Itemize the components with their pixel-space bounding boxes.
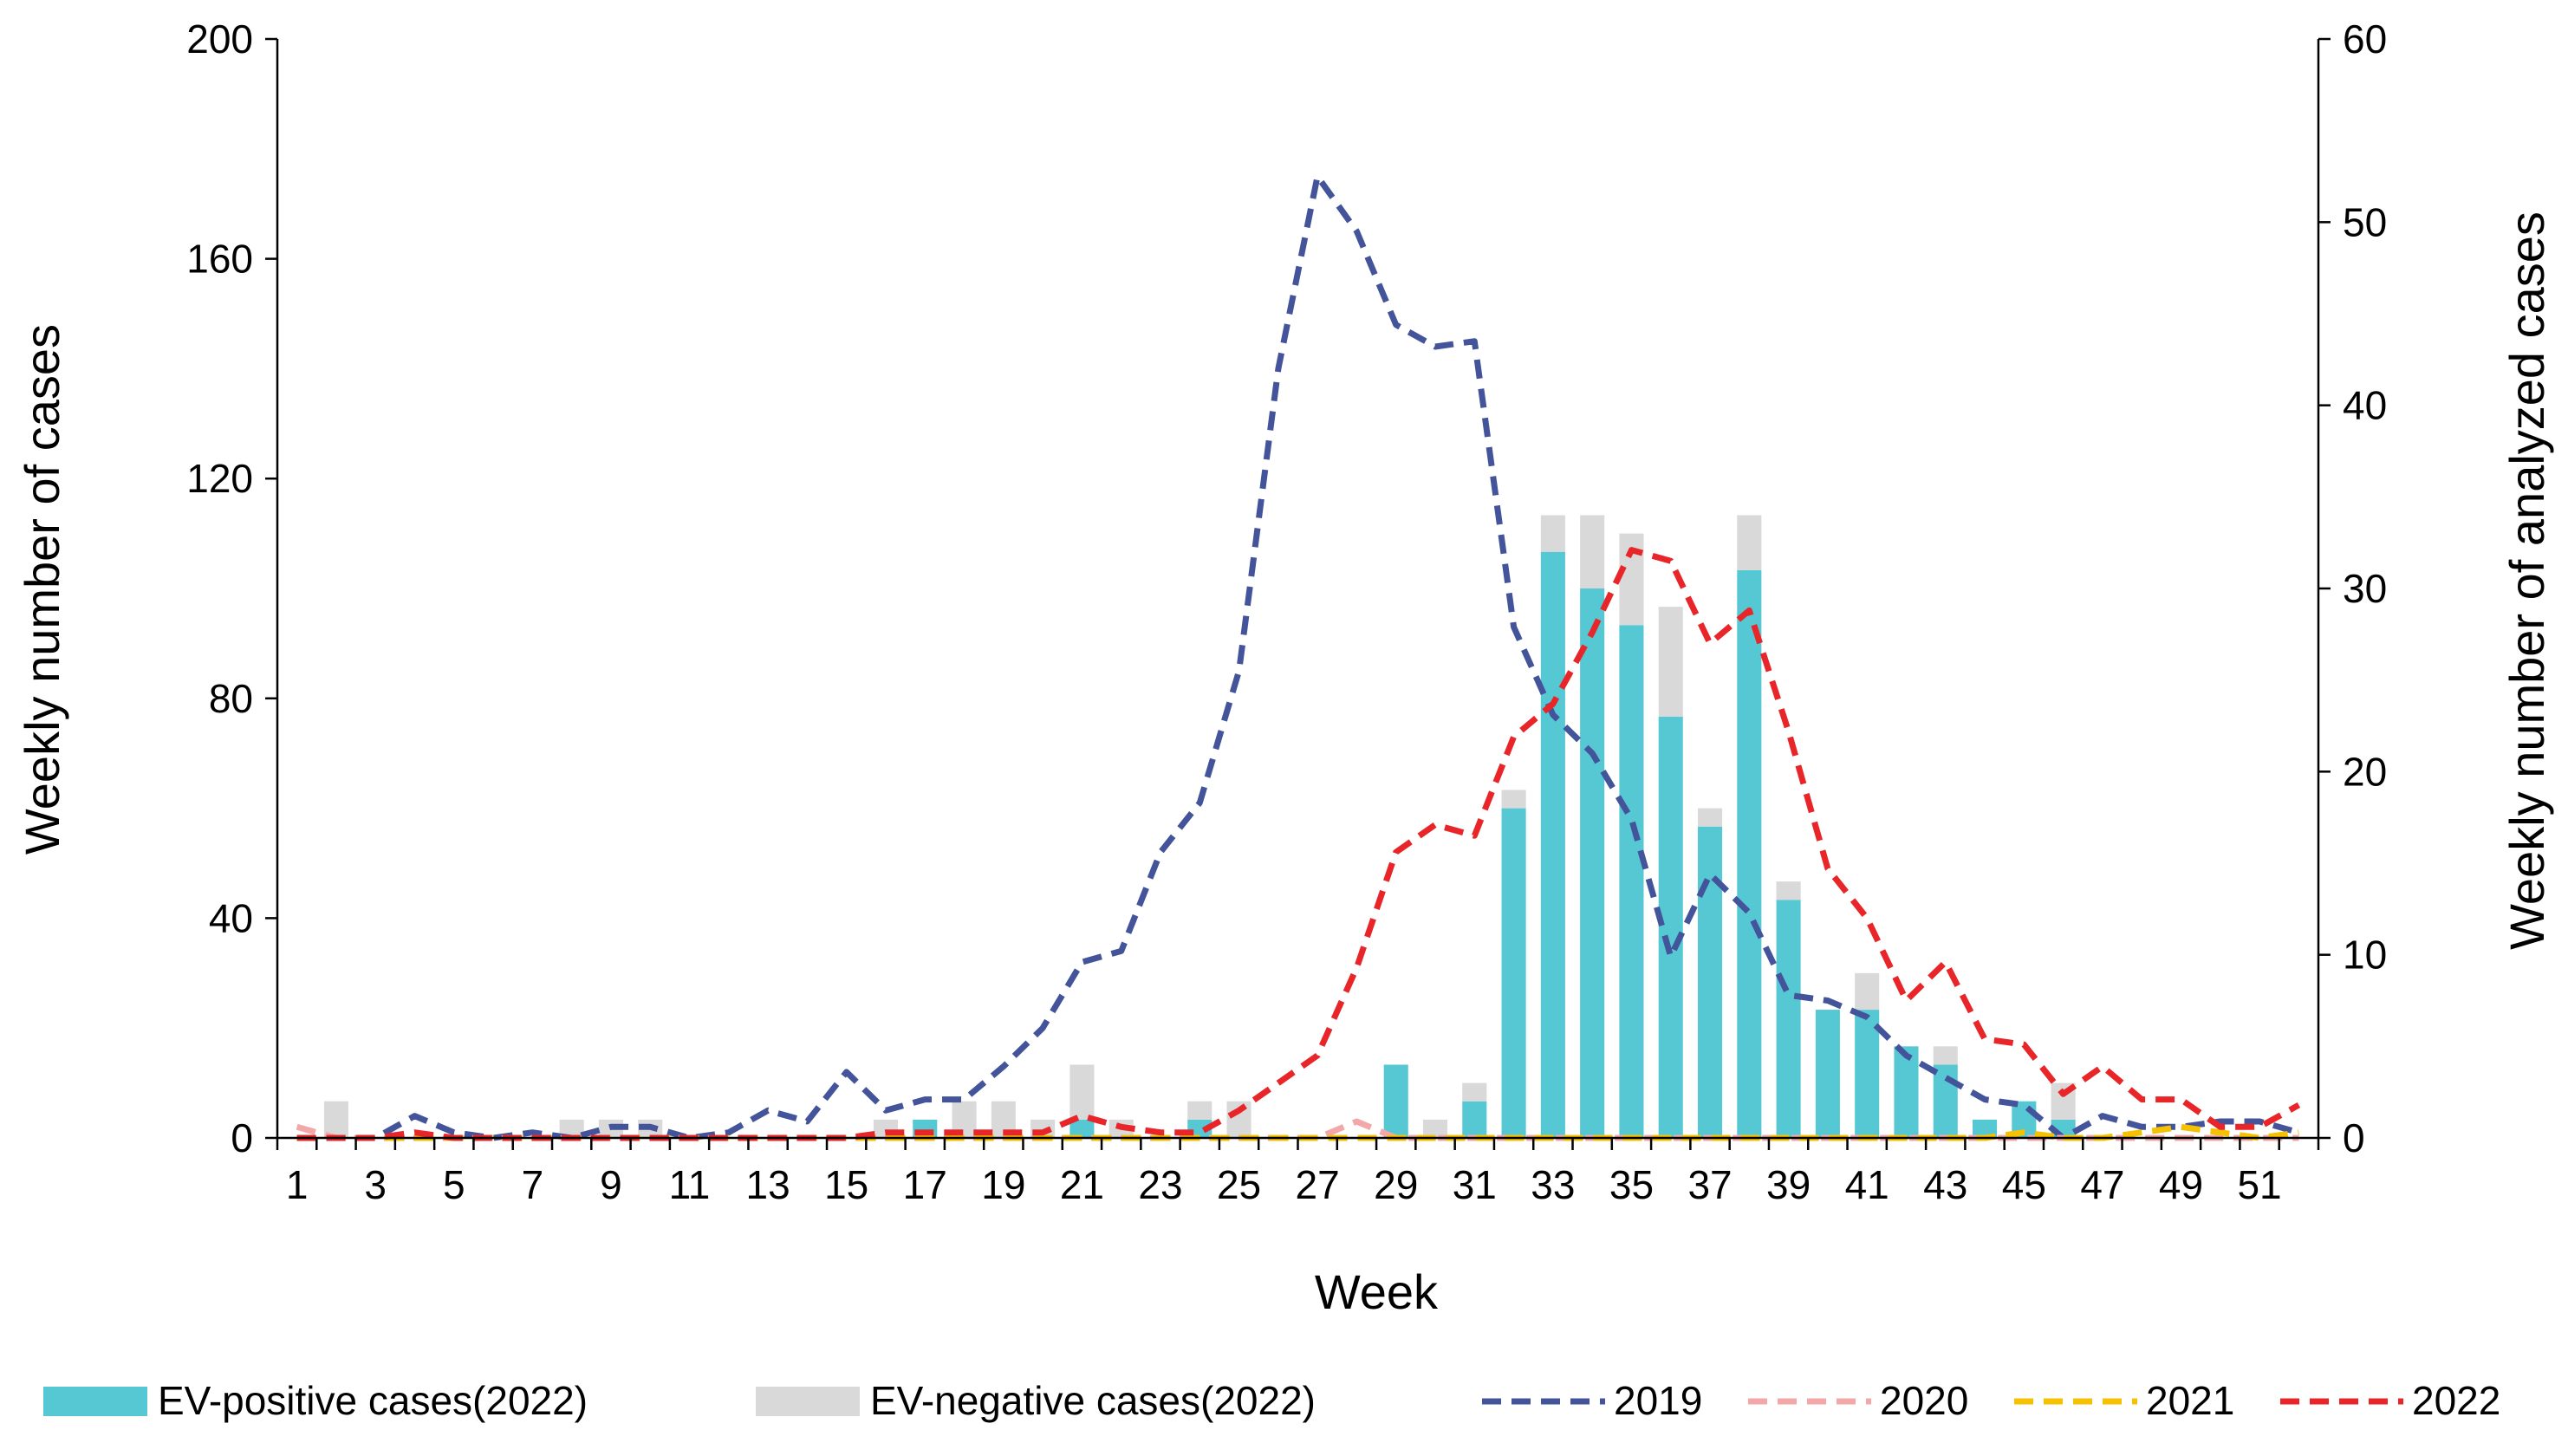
x-tick-label: 1 <box>286 1162 309 1207</box>
x-tick-label: 27 <box>1296 1162 1340 1207</box>
legend-label-2020: 2020 <box>1880 1378 1968 1423</box>
x-tick-label: 33 <box>1531 1162 1575 1207</box>
x-tick-label: 49 <box>2159 1162 2203 1207</box>
ev-negative-bar <box>1187 1101 1212 1120</box>
bar-layer <box>323 515 2076 1138</box>
left-y-tick-label: 120 <box>186 456 253 501</box>
x-tick-label: 11 <box>669 1162 711 1207</box>
x-tick-label: 45 <box>2002 1162 2046 1207</box>
ev-positive-bar <box>1187 1119 1212 1138</box>
legend-swatch-ev-negative <box>756 1387 860 1416</box>
x-tick-label: 19 <box>981 1162 1025 1207</box>
ev-negative-bar <box>1658 607 1683 717</box>
x-tick-label: 51 <box>2237 1162 2281 1207</box>
x-tick-label: 13 <box>746 1162 790 1207</box>
ev-positive-bar <box>1737 569 1762 1138</box>
left-y-tick-label: 160 <box>186 237 253 282</box>
ev-negative-bar <box>1069 1064 1095 1120</box>
x-tick-label: 29 <box>1374 1162 1418 1207</box>
left-y-tick-label: 40 <box>209 895 253 940</box>
x-tick-label: 9 <box>600 1162 622 1207</box>
line-layer <box>296 173 2301 1141</box>
ev-negative-bar <box>1855 972 1880 1011</box>
ev-positive-bar <box>1855 1010 1880 1138</box>
x-tick-label: 31 <box>1453 1162 1497 1207</box>
legend-label-2021: 2021 <box>2146 1378 2234 1423</box>
x-tick-label: 39 <box>1766 1162 1811 1207</box>
left-y-tick-label: 200 <box>186 16 253 62</box>
ev-positive-bar <box>1973 1119 1998 1138</box>
ev-positive-bar <box>1501 808 1526 1138</box>
x-tick-label: 35 <box>1609 1162 1654 1207</box>
x-tick-label: 17 <box>903 1162 947 1207</box>
x-tick-label: 21 <box>1060 1162 1104 1207</box>
ev-positive-bar <box>1619 625 1644 1138</box>
ev-negative-bar <box>1580 515 1605 588</box>
right-y-tick-label: 30 <box>2343 566 2387 611</box>
legend-label-2022: 2022 <box>2412 1378 2500 1423</box>
ev-negative-bar <box>1697 808 1723 827</box>
ev-negative-bar <box>1737 515 1762 570</box>
left-y-axis-title: Weekly number of cases <box>15 324 69 855</box>
ev-negative-bar <box>323 1101 348 1138</box>
ev-positive-bar <box>1933 1064 1958 1138</box>
ev-negative-bar <box>1776 881 1801 900</box>
ev-positive-bar <box>1776 900 1801 1138</box>
axes <box>276 39 2320 1140</box>
right-y-tick-label: 60 <box>2343 16 2387 62</box>
right-y-tick-label: 0 <box>2343 1115 2365 1160</box>
x-axis-title: Week <box>1315 1264 1439 1319</box>
ev-negative-bar <box>1540 515 1565 552</box>
ev-positive-bar <box>1658 716 1683 1138</box>
right-y-axis-title: Weekly number of analyzed cases <box>2500 211 2554 950</box>
series-line-2022 <box>296 547 2301 1141</box>
right-y-tick-label: 50 <box>2343 199 2387 244</box>
x-tick-label: 23 <box>1138 1162 1182 1207</box>
ev-positive-bar <box>1462 1101 1487 1138</box>
ev-positive-bar <box>1069 1119 1095 1138</box>
legend: EV-positive cases(2022) EV-negative cases… <box>43 1378 2500 1423</box>
ev-negative-bar <box>1422 1119 1448 1138</box>
legend-label-2019: 2019 <box>1614 1378 1702 1423</box>
x-tick-label: 7 <box>522 1162 544 1207</box>
ev-positive-bar <box>1580 588 1605 1138</box>
series-line-2019 <box>296 173 2300 1141</box>
ev-negative-bar <box>1462 1082 1487 1102</box>
left-y-tick-label: 0 <box>231 1115 253 1160</box>
x-tick-label: 47 <box>2080 1162 2124 1207</box>
legend-label-ev-negative: EV-negative cases(2022) <box>870 1378 1316 1423</box>
right-y-tick-label: 10 <box>2343 933 2387 978</box>
ev-negative-bar <box>1501 790 1526 809</box>
x-tick-label: 25 <box>1217 1162 1261 1207</box>
ev-positive-bar <box>1540 551 1565 1138</box>
ev-positive-bar <box>1383 1064 1408 1138</box>
x-tick-label: 41 <box>1845 1162 1889 1207</box>
left-y-tick-label: 80 <box>209 676 253 721</box>
x-tick-label: 43 <box>1923 1162 1967 1207</box>
x-tick-label: 3 <box>364 1162 387 1207</box>
ev-positive-bar <box>1894 1046 1919 1138</box>
x-tick-label: 37 <box>1687 1162 1732 1207</box>
legend-swatch-ev-positive <box>43 1387 147 1416</box>
ev-negative-bar <box>1933 1046 1958 1065</box>
ev-positive-bar <box>1815 1010 1840 1138</box>
ev-negative-bar <box>559 1119 584 1138</box>
right-y-tick-label: 40 <box>2343 383 2387 428</box>
ev-positive-bar <box>1697 826 1723 1138</box>
x-tick-label: 5 <box>443 1162 465 1207</box>
right-y-tick-label: 20 <box>2343 749 2387 794</box>
legend-label-ev-positive: EV-positive cases(2022) <box>158 1378 588 1423</box>
x-tick-label: 15 <box>824 1162 868 1207</box>
